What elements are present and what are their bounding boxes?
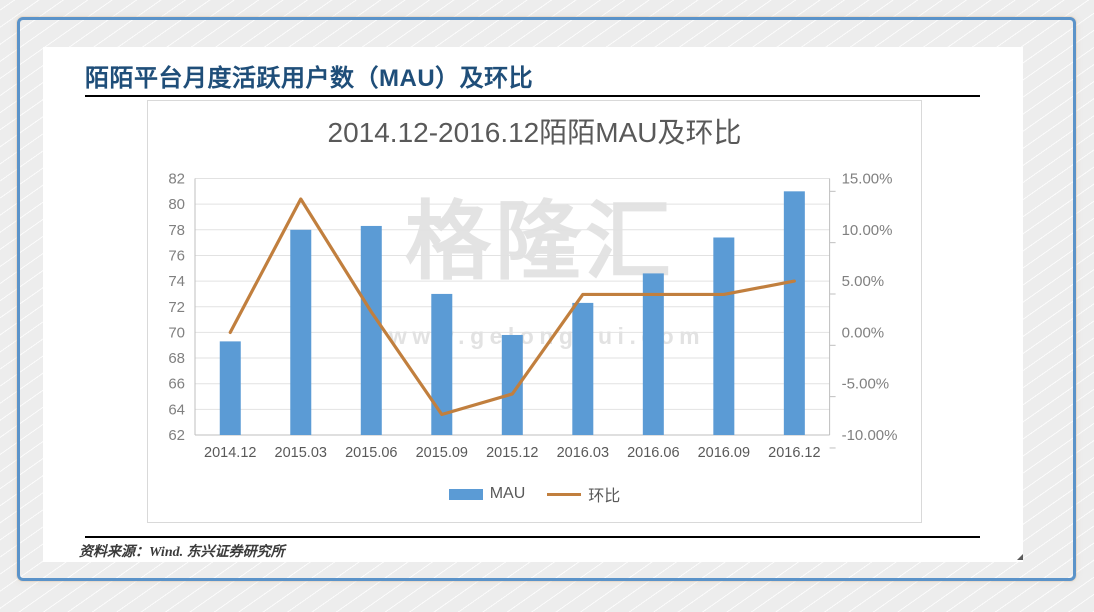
svg-text:72: 72 xyxy=(168,299,185,316)
svg-text:15.00%: 15.00% xyxy=(842,171,893,188)
svg-text:-10.00%: -10.00% xyxy=(842,427,898,444)
svg-text:2015.03: 2015.03 xyxy=(275,445,327,461)
svg-text:78: 78 xyxy=(168,222,185,239)
svg-text:74: 74 xyxy=(168,273,185,290)
svg-text:2015.06: 2015.06 xyxy=(345,445,397,461)
svg-text:-5.00%: -5.00% xyxy=(842,376,890,393)
svg-text:10.00%: 10.00% xyxy=(842,222,893,239)
svg-text:80: 80 xyxy=(168,196,185,213)
svg-text:2014.12: 2014.12 xyxy=(204,445,256,461)
svg-text:0.00%: 0.00% xyxy=(842,324,885,341)
svg-text:2016.06: 2016.06 xyxy=(627,445,679,461)
svg-text:68: 68 xyxy=(168,350,185,367)
svg-text:2016.12: 2016.12 xyxy=(768,445,820,461)
svg-text:2015.09: 2015.09 xyxy=(416,445,468,461)
svg-text:66: 66 xyxy=(168,376,185,393)
svg-text:70: 70 xyxy=(168,324,185,341)
svg-text:5.00%: 5.00% xyxy=(842,273,885,290)
svg-text:2016.09: 2016.09 xyxy=(698,445,750,461)
svg-text:2016.03: 2016.03 xyxy=(557,445,609,461)
svg-text:62: 62 xyxy=(168,427,185,444)
svg-text:64: 64 xyxy=(168,401,185,418)
svg-text:2015.12: 2015.12 xyxy=(486,445,538,461)
svg-text:82: 82 xyxy=(168,171,185,188)
svg-text:76: 76 xyxy=(168,248,185,265)
